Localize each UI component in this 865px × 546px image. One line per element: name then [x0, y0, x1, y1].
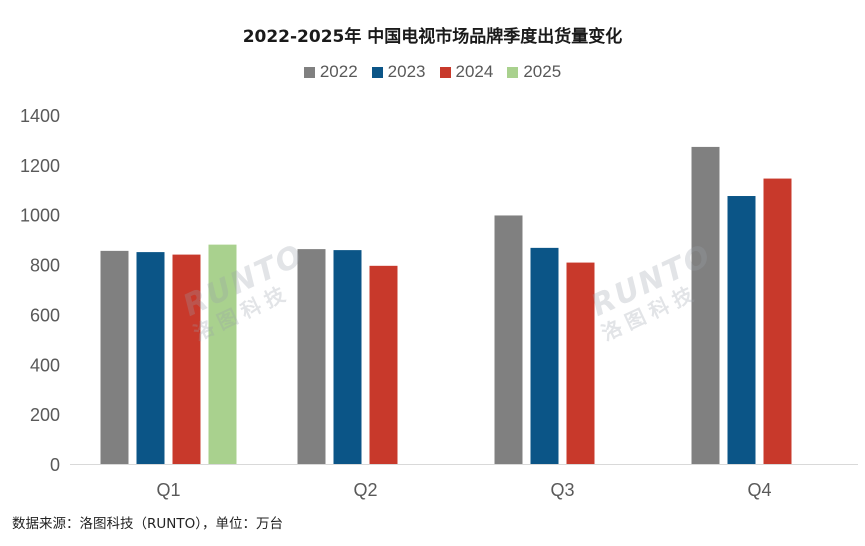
y-tick-label: 200	[30, 405, 60, 425]
legend-label: 2023	[387, 62, 426, 81]
legend: 2022 2023 2024 2025	[0, 62, 865, 82]
bar-2023-Q1	[136, 252, 165, 464]
y-tick-label: 800	[30, 256, 60, 276]
bar-2022-Q4	[691, 146, 720, 464]
chart-title: 2022-2025年 中国电视市场品牌季度出货量变化	[242, 27, 623, 47]
legend-label: 2022	[319, 62, 358, 81]
y-tick-label: 600	[30, 305, 60, 325]
x-tick-label: Q4	[747, 480, 771, 500]
bar-2024-Q1	[172, 254, 201, 464]
bar-2023-Q2	[333, 250, 362, 464]
y-tick-label: 0	[50, 455, 60, 475]
x-tick-label: Q2	[353, 480, 377, 500]
y-tick-label: 1400	[20, 106, 60, 126]
bar-2023-Q4	[727, 196, 756, 464]
bar-2023-Q3	[530, 247, 559, 464]
legend-label: 2024	[455, 62, 494, 81]
y-tick-label: 400	[30, 355, 60, 375]
x-tick-label: Q3	[550, 480, 574, 500]
bar-2024-Q3	[566, 262, 595, 464]
bar-2022-Q3	[494, 215, 523, 464]
legend-item-2025: 2025	[507, 62, 561, 82]
bar-2022-Q1	[100, 250, 129, 464]
legend-swatch	[439, 66, 451, 78]
x-tick-label: Q1	[156, 480, 180, 500]
y-tick-label: 1200	[20, 156, 60, 176]
bar-2024-Q2	[369, 265, 398, 464]
legend-swatch	[371, 66, 383, 78]
legend-label: 2025	[523, 62, 562, 81]
legend-item-2023: 2023	[371, 62, 426, 82]
legend-swatch	[303, 66, 315, 78]
bar-2025-Q1	[208, 244, 237, 464]
bar-2022-Q2	[297, 249, 326, 464]
legend-item-2024: 2024	[439, 62, 494, 82]
bar-2024-Q4	[763, 178, 792, 464]
source-note: 数据来源：洛图科技（RUNTO），单位：万台	[12, 516, 283, 532]
y-tick-label: 1000	[20, 206, 60, 226]
legend-swatch	[507, 66, 519, 78]
legend-item-2022: 2022	[303, 62, 358, 82]
